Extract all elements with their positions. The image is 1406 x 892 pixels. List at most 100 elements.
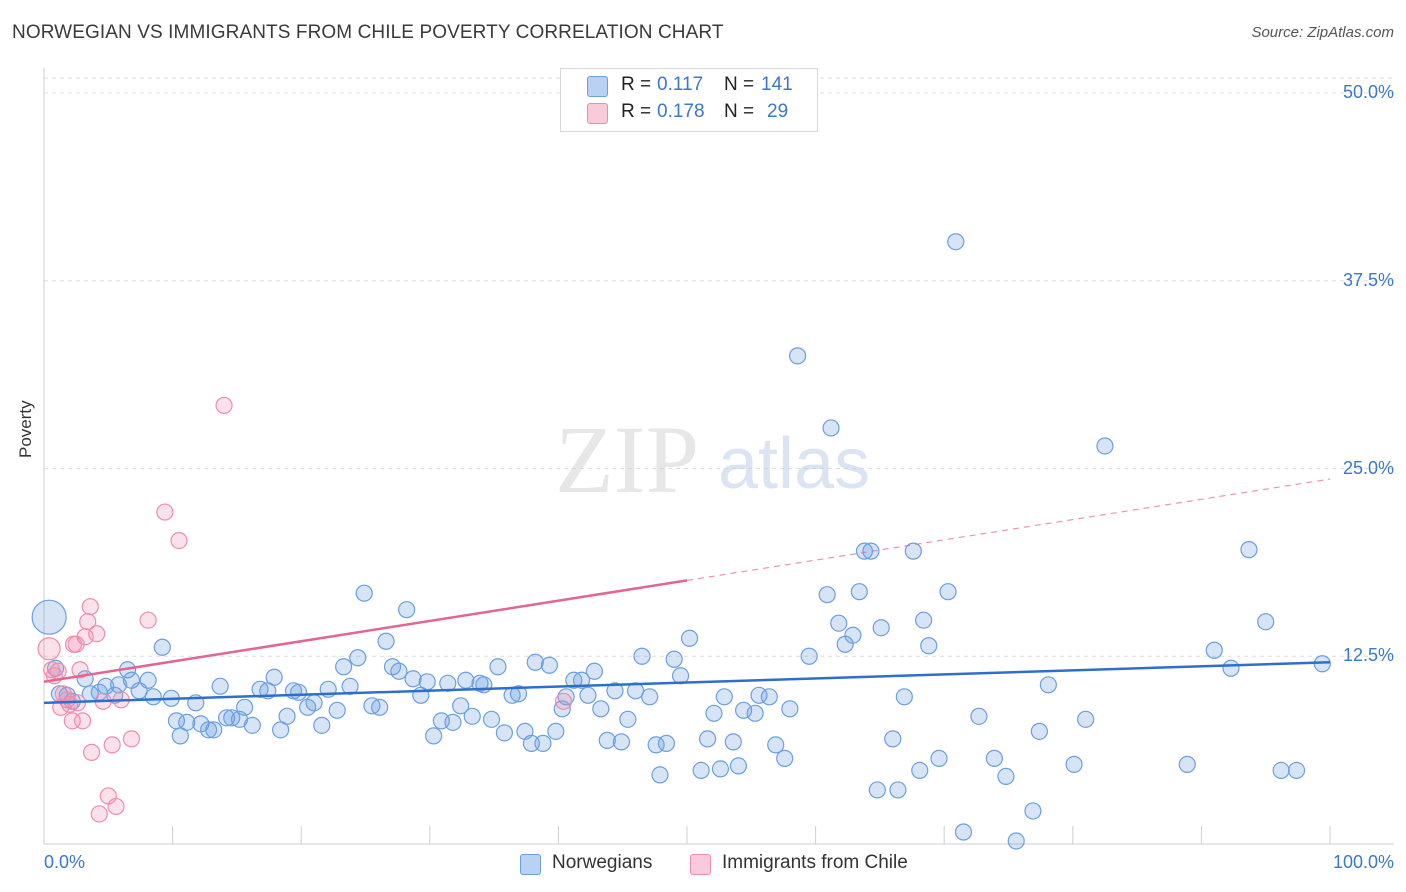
norwegians-point bbox=[641, 688, 659, 706]
norwegians-point bbox=[939, 583, 957, 601]
norwegians-point bbox=[711, 760, 730, 778]
chile-trend-line bbox=[43, 579, 688, 684]
norwegians-point bbox=[1205, 641, 1223, 659]
bottom-legend-swatch-chile bbox=[690, 854, 711, 875]
norwegians-point bbox=[868, 781, 886, 799]
norwegians-point bbox=[651, 766, 669, 784]
legend-r-label: R = bbox=[621, 74, 652, 95]
legend-r-label: R = bbox=[621, 101, 652, 122]
norwegians-point bbox=[788, 347, 807, 365]
y-tick-label: 50.0% bbox=[1342, 82, 1394, 103]
norwegians-point bbox=[1240, 541, 1258, 559]
legend-n-value: 29 bbox=[767, 101, 789, 122]
legend-row-chile: R = 0.178 N = 29 bbox=[561, 100, 817, 126]
norwegians-point bbox=[463, 707, 481, 725]
chile-point bbox=[37, 637, 61, 661]
norwegians-points bbox=[31, 233, 1331, 850]
chile-point bbox=[90, 805, 108, 823]
chile-point bbox=[49, 662, 67, 680]
norwegians-point bbox=[822, 419, 840, 437]
norwegians-point bbox=[371, 698, 389, 716]
norwegians-point bbox=[781, 700, 799, 718]
chile-point bbox=[170, 532, 188, 550]
chile-point bbox=[107, 797, 125, 816]
bottom-legend-label-norwegians: Norwegians bbox=[552, 852, 653, 873]
norwegians-point bbox=[724, 733, 742, 751]
norwegians-point bbox=[475, 676, 493, 694]
norwegians-point bbox=[680, 629, 699, 647]
norwegians-point bbox=[139, 671, 157, 689]
norwegians-point bbox=[144, 688, 162, 706]
norwegians-point bbox=[844, 626, 862, 644]
watermark: ZIP atlas bbox=[555, 406, 870, 513]
norwegians-point bbox=[444, 713, 462, 731]
norwegians-point bbox=[377, 632, 395, 650]
norwegians-point bbox=[1096, 437, 1114, 455]
legend-n-label: N = bbox=[724, 74, 755, 95]
norwegians-point bbox=[534, 734, 552, 752]
legend-r-value: 0.178 bbox=[657, 101, 705, 122]
chile-point bbox=[103, 736, 121, 754]
chile-point bbox=[81, 598, 99, 616]
norwegians-point bbox=[1065, 755, 1083, 773]
norwegians-point bbox=[915, 611, 933, 629]
norwegians-point bbox=[715, 688, 733, 706]
norwegians-point bbox=[920, 637, 938, 655]
norwegians-point bbox=[278, 707, 296, 725]
norwegians-point bbox=[540, 656, 558, 674]
bottom-legend-label-chile: Immigrants from Chile bbox=[722, 852, 908, 873]
norwegians-point bbox=[418, 673, 436, 691]
legend-swatch-chile bbox=[587, 103, 608, 124]
norwegians-point bbox=[457, 671, 475, 689]
norwegians-point bbox=[585, 662, 604, 680]
norwegians-point bbox=[398, 601, 416, 619]
norwegians-point bbox=[313, 716, 331, 734]
norwegians-point bbox=[1030, 722, 1048, 740]
norwegians-point bbox=[349, 649, 367, 667]
norwegians-point bbox=[895, 688, 913, 706]
gridlines bbox=[44, 77, 1394, 657]
chile-points bbox=[37, 396, 573, 823]
x-tick-max: 100.0% bbox=[1332, 852, 1394, 872]
norwegians-point bbox=[862, 542, 880, 560]
norwegians-point bbox=[657, 734, 676, 752]
norwegians-point bbox=[265, 668, 283, 686]
norwegians-point bbox=[930, 749, 948, 767]
norwegians-point bbox=[572, 671, 591, 689]
legend-n-value: 141 bbox=[761, 74, 793, 95]
norwegians-point bbox=[705, 704, 723, 722]
norwegians-point bbox=[153, 638, 171, 656]
chile-point bbox=[71, 661, 89, 679]
norwegians-point bbox=[305, 694, 323, 712]
chile-point bbox=[554, 692, 573, 710]
norwegians-point bbox=[954, 823, 973, 841]
chile-point bbox=[58, 691, 76, 709]
norwegians-trend-line bbox=[43, 661, 1331, 705]
norwegians-point bbox=[495, 724, 513, 742]
y-tick-label: 12.5% bbox=[1342, 645, 1394, 666]
watermark-zip: ZIP bbox=[555, 406, 699, 513]
norwegians-point bbox=[911, 761, 929, 780]
norwegians-point bbox=[692, 761, 710, 780]
norwegians-point bbox=[236, 698, 254, 716]
chile-point bbox=[88, 625, 106, 643]
norwegians-point bbox=[1272, 761, 1290, 780]
chart-title: NORWEGIAN VS IMMIGRANTS FROM CHILE POVER… bbox=[12, 22, 724, 43]
norwegians-point bbox=[818, 586, 836, 604]
norwegians-point bbox=[482, 710, 501, 728]
norwegians-point bbox=[612, 733, 631, 751]
norwegians-point bbox=[1039, 676, 1057, 694]
norwegians-point bbox=[904, 542, 922, 560]
y-tick-label: 37.5% bbox=[1342, 269, 1394, 290]
norwegians-point bbox=[598, 731, 616, 749]
x-tick-min: 0.0% bbox=[44, 852, 86, 872]
norwegians-point bbox=[1007, 832, 1025, 850]
chile-point bbox=[82, 743, 101, 761]
norwegians-point bbox=[619, 710, 637, 728]
chile-point bbox=[215, 396, 233, 415]
norwegians-point bbox=[947, 233, 965, 251]
norwegians-point bbox=[606, 682, 624, 700]
norwegians-point bbox=[592, 700, 610, 718]
norwegians-point bbox=[872, 619, 890, 637]
